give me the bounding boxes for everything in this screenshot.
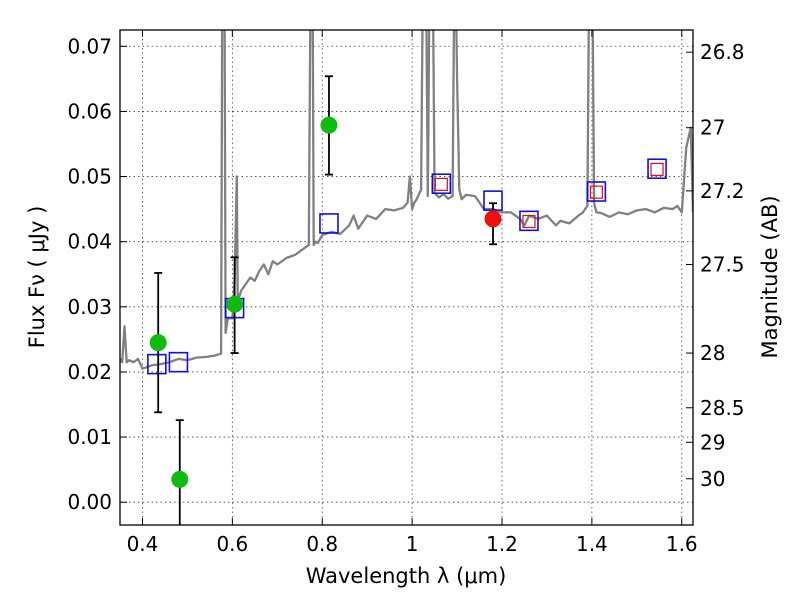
observed-point-green <box>226 295 244 313</box>
spectrum-line <box>120 30 693 370</box>
y-axis-label: Flux Fν ( μJy ) <box>25 206 49 349</box>
y-tick-label: 0.07 <box>67 34 112 58</box>
y-tick-label: 0.00 <box>67 490 112 514</box>
x-tick-label: 1.4 <box>576 532 608 556</box>
model-point-blue <box>168 351 189 373</box>
y2-tick-label: 27.5 <box>700 252 745 276</box>
y2-tick-label: 28 <box>700 341 725 365</box>
x-tick-label: 1.2 <box>486 532 518 556</box>
y-tick-label: 0.02 <box>67 360 112 384</box>
x-tick-label: 1 <box>406 532 419 556</box>
y2-tick-label: 28.5 <box>700 396 745 420</box>
y2-tick-label: 27 <box>700 116 725 140</box>
y-tick-label: 0.01 <box>67 425 112 449</box>
model-point-blue <box>647 158 667 180</box>
y-tick-label: 0.03 <box>67 295 112 319</box>
x-tick-label: 0.4 <box>127 532 159 556</box>
model-point-red <box>434 177 448 191</box>
x-axis-label: Wavelength λ (μm) <box>306 564 507 588</box>
y-tick-label: 0.04 <box>67 230 112 254</box>
model-point-blue <box>147 353 167 375</box>
x-tick-label: 0.6 <box>216 532 248 556</box>
x-tick-label: 1.6 <box>666 532 698 556</box>
model-point-blue <box>319 213 339 234</box>
y2-tick-label: 26.8 <box>700 40 745 64</box>
y-tick-label: 0.05 <box>67 165 112 189</box>
observed-point-green <box>320 116 338 134</box>
observed-point-red <box>484 210 502 228</box>
observed-point-green <box>171 470 189 488</box>
model-point-red <box>589 185 603 199</box>
model-point-red <box>522 214 536 229</box>
grid <box>120 30 693 525</box>
spectrum-layer <box>120 30 693 370</box>
y-tick-label: 0.06 <box>67 99 112 123</box>
model-point-blue <box>519 210 539 232</box>
y2-tick-label: 30 <box>700 467 725 491</box>
marker-layer <box>147 75 667 525</box>
y2-axis-label: Magnitude (AB) <box>758 195 782 358</box>
model-point-red <box>650 162 664 176</box>
y2-tick-label: 29 <box>700 430 725 454</box>
ticks: 0.4 0.6 0.8 1 1.2 1.4 1.6 0.00 0.01 0.02 0.03 0.04 0… <box>67 30 745 556</box>
model-point-blue <box>586 181 607 202</box>
observed-point-green <box>149 334 167 352</box>
plot-frame <box>119 29 694 526</box>
model-point-blue <box>431 173 452 195</box>
y2-tick-label: 27.2 <box>700 179 745 203</box>
x-tick-label: 0.8 <box>306 532 338 556</box>
